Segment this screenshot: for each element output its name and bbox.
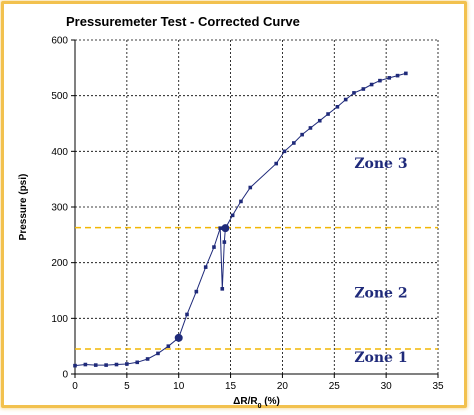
data-point <box>274 161 279 166</box>
y-tick-label: 100 <box>51 314 68 325</box>
zone-label: Zone 2 <box>354 286 407 302</box>
data-point <box>125 362 129 366</box>
data-point <box>317 118 322 123</box>
data-point <box>387 76 392 80</box>
x-tick-label: 0 <box>72 381 78 392</box>
data-point <box>222 240 227 244</box>
y-tick-label: 200 <box>51 258 68 269</box>
x-tick-label: 35 <box>432 381 444 392</box>
zone-label: Zone 1 <box>354 350 407 366</box>
x-axis-label: ΔR/R0 (%) <box>233 396 280 410</box>
data-point <box>166 344 171 348</box>
data-point <box>239 199 243 204</box>
data-point <box>73 363 77 368</box>
data-point <box>104 363 108 367</box>
x-tick-label: 10 <box>173 381 185 392</box>
data-point <box>212 245 216 249</box>
x-tick-label: 20 <box>277 381 289 392</box>
zone-label: Zone 3 <box>354 156 407 172</box>
highlighted-point <box>221 224 230 233</box>
data-point <box>369 82 374 87</box>
y-axis-label: Pressure (psi) <box>18 174 29 241</box>
x-tick-label: 25 <box>329 381 341 392</box>
data-point <box>185 312 189 317</box>
y-tick-label: 500 <box>51 91 68 102</box>
y-tick-label: 300 <box>51 203 68 214</box>
data-point <box>378 78 382 83</box>
data-point <box>230 213 235 218</box>
data-point <box>135 360 140 365</box>
data-point <box>194 289 199 294</box>
data-point <box>218 226 222 230</box>
highlighted-point <box>174 333 183 342</box>
data-point <box>352 91 356 95</box>
y-tick-label: 600 <box>51 36 68 47</box>
data-point <box>395 73 400 78</box>
data-point <box>203 265 208 269</box>
x-axis-label-unit: (%) <box>261 396 279 407</box>
x-tick-label: 5 <box>124 381 130 392</box>
x-tick-label: 30 <box>381 381 393 392</box>
data-point <box>93 363 98 367</box>
y-tick-label: 0 <box>62 370 68 381</box>
data-point <box>300 132 304 137</box>
data-point <box>83 362 88 367</box>
data-point <box>335 105 340 109</box>
data-point <box>114 362 119 367</box>
data-point <box>145 357 150 361</box>
x-axis-label-subscript: 0 <box>258 403 262 410</box>
y-tick-label: 400 <box>51 147 68 158</box>
data-point <box>361 87 366 91</box>
data-point <box>220 287 225 291</box>
x-tick-label: 15 <box>225 381 237 392</box>
chart-title: Pressuremeter Test - Corrected Curve <box>66 14 300 29</box>
data-point <box>308 126 313 130</box>
data-point <box>326 112 330 116</box>
data-point <box>282 149 287 154</box>
data-point <box>156 351 160 356</box>
data-point <box>292 141 296 145</box>
data-point <box>343 97 348 102</box>
data-point <box>404 71 408 76</box>
data-point <box>248 185 253 190</box>
